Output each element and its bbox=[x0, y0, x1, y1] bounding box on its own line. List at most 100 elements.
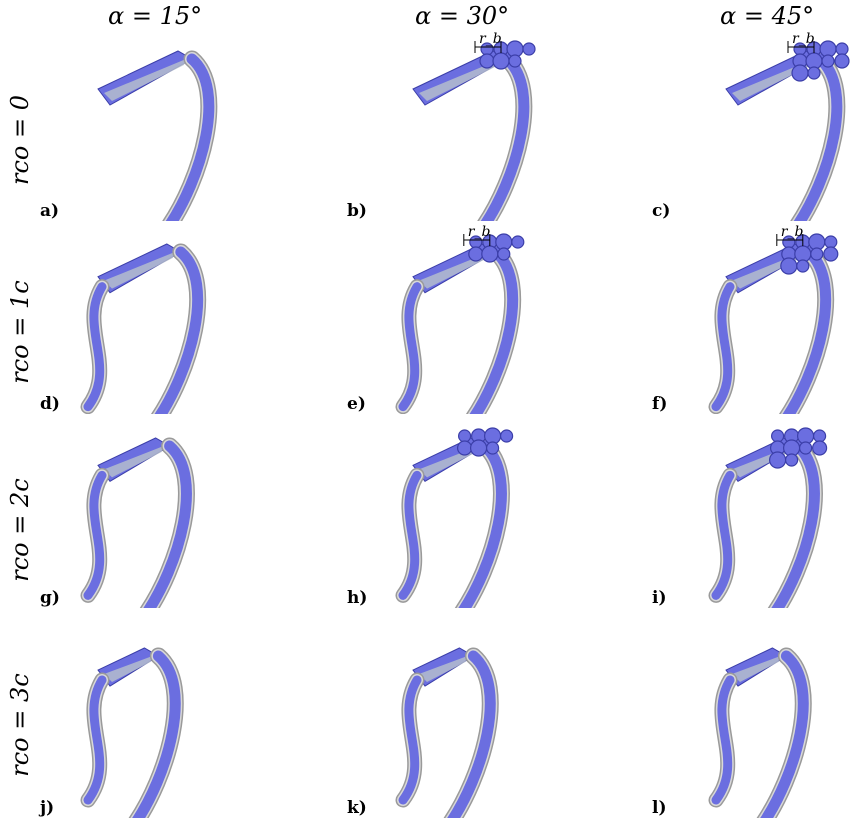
vortex-breakdown-blob bbox=[821, 54, 835, 68]
vortex-breakdown-blob bbox=[481, 245, 499, 263]
figure-panel: h) bbox=[345, 413, 585, 608]
vortex-breakdown-blob bbox=[834, 53, 850, 69]
vortex-breakdown-blob bbox=[799, 441, 813, 455]
vortex-breakdown-blob bbox=[468, 246, 484, 262]
panel-tag: c) bbox=[652, 201, 671, 221]
tip-vortex-right bbox=[782, 246, 832, 414]
vortex-breakdown-blob bbox=[785, 453, 799, 467]
panel-tag: g) bbox=[40, 588, 60, 608]
vortex-breakdown-blob bbox=[457, 429, 472, 443]
tip-vortex-left bbox=[83, 470, 107, 600]
vortex-breakdown-blob bbox=[791, 64, 809, 82]
vortex-breakdown-blob bbox=[768, 451, 787, 469]
vortex-breakdown-blob bbox=[479, 53, 495, 69]
rb-label: r_b bbox=[781, 224, 804, 240]
panel-tag: f) bbox=[652, 394, 668, 414]
wing-shadow bbox=[419, 59, 501, 101]
row-label-rco-3c: rco = 3c bbox=[6, 673, 34, 777]
tip-vortex-right bbox=[469, 246, 519, 414]
vortex-visualization: r_b bbox=[708, 224, 839, 414]
vortex-breakdown-blob bbox=[500, 429, 514, 443]
row-label-rco-0: rco = 0 bbox=[6, 95, 34, 185]
vortex-breakdown-blob bbox=[508, 54, 522, 68]
vortex-visualization bbox=[708, 647, 812, 818]
vortex-visualization bbox=[708, 427, 828, 608]
vortex-breakdown-blob bbox=[470, 439, 488, 457]
vortex-breakdown-blob bbox=[824, 235, 838, 249]
panel-tag: h) bbox=[347, 588, 368, 608]
row-label-rco-2c: rco = 2c bbox=[6, 478, 34, 582]
panel-tag: i) bbox=[652, 588, 667, 608]
tip-vortex-left bbox=[711, 282, 735, 412]
vortex-visualization: r_b bbox=[725, 31, 850, 221]
vortex-visualization bbox=[97, 50, 218, 221]
vortex-breakdown-blob bbox=[810, 247, 824, 261]
tip-vortex-right bbox=[771, 440, 820, 608]
vortex-visualization bbox=[395, 647, 499, 818]
panel-tag: a) bbox=[40, 201, 60, 221]
vortex-breakdown-blob bbox=[770, 429, 785, 443]
rb-label: r_b bbox=[479, 31, 502, 47]
wing-shadow bbox=[732, 656, 781, 683]
figure-panel: r_b f) bbox=[650, 219, 855, 414]
wing-shadow bbox=[419, 656, 468, 683]
rb-label: r_b bbox=[468, 224, 491, 240]
tip-vortex-left bbox=[83, 675, 107, 805]
column-header-alpha-45: α = 45° bbox=[720, 2, 815, 30]
figure-panel: i) bbox=[650, 413, 855, 608]
vortex-visualization bbox=[80, 647, 184, 818]
row-label-rco-1c: rco = 1c bbox=[6, 280, 34, 384]
tip-vortex-right bbox=[480, 53, 530, 221]
figure-panel: a) bbox=[38, 26, 278, 221]
tip-vortex-left bbox=[398, 675, 422, 805]
figure-panel: g) bbox=[38, 413, 278, 608]
tip-vortex-right bbox=[760, 650, 809, 818]
column-header-alpha-30: α = 30° bbox=[415, 2, 510, 30]
figure-panel: r_b b) bbox=[345, 26, 585, 221]
panel-tag: k) bbox=[347, 798, 367, 818]
vortex-breakdown-blob bbox=[522, 42, 536, 56]
vortex-breakdown-blob bbox=[497, 247, 511, 261]
vortex-breakdown-blob bbox=[812, 440, 828, 456]
vortex-breakdown-blob bbox=[456, 440, 473, 456]
vortex-breakdown-blob bbox=[813, 429, 827, 443]
vortex-visualization bbox=[395, 427, 514, 608]
panel-tag: l) bbox=[652, 798, 667, 818]
panel-tag: d) bbox=[40, 394, 60, 414]
figure-panel: j) bbox=[38, 623, 278, 818]
tip-vortex-left bbox=[398, 470, 422, 600]
vortex-visualization bbox=[80, 243, 207, 414]
vortex-breakdown-blob bbox=[492, 52, 510, 70]
wing-shadow bbox=[104, 252, 175, 289]
tip-vortex-right bbox=[793, 53, 843, 221]
vortex-breakdown-blob bbox=[511, 235, 525, 249]
rb-label: r_b bbox=[792, 31, 815, 47]
panel-tag: b) bbox=[347, 201, 367, 221]
wing-shadow bbox=[104, 656, 153, 683]
tip-vortex-left bbox=[711, 675, 735, 805]
vortex-breakdown-blob bbox=[486, 441, 500, 455]
vortex-visualization: r_b bbox=[395, 224, 525, 414]
wing-shadow bbox=[104, 446, 164, 478]
panel-tag: e) bbox=[347, 394, 366, 414]
wing-shadow bbox=[419, 252, 490, 289]
vortex-breakdown-blob bbox=[796, 259, 810, 273]
vortex-breakdown-blob bbox=[835, 42, 849, 56]
panel-tag: j) bbox=[40, 798, 55, 818]
tip-vortex-right bbox=[165, 53, 215, 221]
tip-vortex-right bbox=[154, 246, 204, 414]
figure-panel: k) bbox=[345, 623, 585, 818]
vortex-visualization: r_b bbox=[412, 31, 536, 221]
vortex-visualization bbox=[80, 437, 195, 608]
wing-shadow bbox=[104, 59, 186, 101]
figure-panel: l) bbox=[650, 623, 855, 818]
tip-vortex-left bbox=[83, 282, 107, 412]
column-header-alpha-15: α = 15° bbox=[108, 2, 203, 30]
tip-vortex-right bbox=[143, 440, 192, 608]
tip-vortex-right bbox=[458, 440, 507, 608]
vortex-breakdown-blob bbox=[823, 246, 839, 262]
figure-panel: d) bbox=[38, 219, 278, 414]
tip-vortex-right bbox=[447, 650, 496, 818]
figure-panel: r_b e) bbox=[345, 219, 585, 414]
tip-vortex-left bbox=[398, 282, 422, 412]
